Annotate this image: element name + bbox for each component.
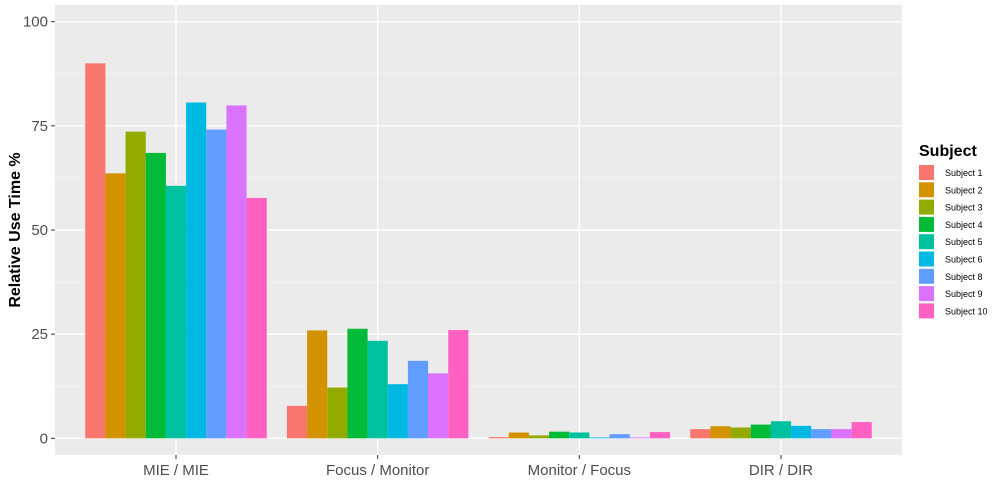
bar bbox=[770, 421, 792, 439]
legend-key bbox=[919, 199, 934, 215]
bar bbox=[750, 424, 771, 439]
legend-label: Subject 3 bbox=[945, 203, 983, 213]
x-tick-label: Focus / Monitor bbox=[326, 462, 429, 479]
bar bbox=[629, 437, 650, 439]
bar bbox=[649, 432, 671, 439]
legend-key bbox=[919, 268, 934, 284]
bar bbox=[327, 387, 348, 439]
bar bbox=[367, 340, 388, 439]
legend-key bbox=[919, 182, 934, 198]
y-tick-label: 75 bbox=[31, 118, 48, 135]
bar bbox=[851, 422, 872, 439]
bar bbox=[428, 373, 449, 439]
bar bbox=[226, 105, 247, 439]
bar bbox=[407, 360, 429, 439]
bar bbox=[448, 330, 469, 439]
bar bbox=[125, 131, 146, 439]
bar bbox=[589, 437, 610, 439]
y-axis-label: Relative Use Time % bbox=[7, 152, 24, 307]
bar bbox=[831, 429, 852, 439]
legend-key bbox=[919, 303, 934, 319]
legend-key bbox=[919, 234, 934, 250]
y-tick-label: 50 bbox=[31, 222, 48, 239]
legend-key bbox=[919, 165, 934, 180]
x-tick-label: DIR / DIR bbox=[749, 462, 813, 479]
legend-label: Subject 10 bbox=[945, 306, 988, 316]
y-tick-label: 25 bbox=[31, 326, 48, 343]
bar bbox=[609, 434, 630, 439]
bar bbox=[730, 427, 751, 439]
bar bbox=[286, 405, 308, 439]
bar bbox=[105, 173, 126, 439]
bar bbox=[85, 63, 106, 439]
bar bbox=[508, 432, 529, 439]
legend-key bbox=[919, 286, 934, 302]
y-axis: 0 25 50 75 100 bbox=[23, 14, 55, 447]
x-tick-label: Monitor / Focus bbox=[528, 462, 631, 479]
legend-label: Subject 1 bbox=[945, 168, 983, 178]
legend-key bbox=[919, 251, 934, 267]
bar bbox=[347, 328, 368, 439]
bar bbox=[246, 197, 267, 439]
bar bbox=[690, 429, 711, 439]
y-tick-label: 100 bbox=[23, 14, 48, 31]
legend-label: Subject 6 bbox=[945, 255, 983, 265]
bar bbox=[569, 432, 590, 439]
bars bbox=[85, 63, 872, 439]
legend-title: Subject bbox=[919, 143, 977, 160]
x-tick-label: MIE / MIE bbox=[143, 462, 209, 479]
y-tick-label: 0 bbox=[40, 430, 48, 447]
legend-label: Subject 2 bbox=[945, 185, 983, 195]
legend-key bbox=[919, 216, 934, 232]
bar bbox=[549, 431, 570, 439]
legend-label: Subject 8 bbox=[945, 272, 983, 282]
bar bbox=[710, 426, 731, 439]
legend-label: Subject 4 bbox=[945, 220, 983, 230]
x-axis: MIE / MIE Focus / Monitor Monitor / Focus D… bbox=[143, 455, 813, 479]
bar bbox=[307, 330, 328, 439]
bar bbox=[165, 185, 187, 439]
legend: Subject Subject 1 Subject 2 Subject 3 Subje… bbox=[919, 143, 988, 319]
bar bbox=[387, 384, 408, 439]
bar bbox=[488, 437, 509, 439]
bar bbox=[811, 429, 832, 439]
bar bbox=[791, 425, 812, 439]
legend-label: Subject 5 bbox=[945, 237, 983, 247]
bar bbox=[528, 435, 550, 439]
bar bbox=[145, 152, 166, 439]
bar bbox=[186, 102, 207, 439]
legend-label: Subject 9 bbox=[945, 289, 983, 299]
bar bbox=[206, 129, 227, 439]
